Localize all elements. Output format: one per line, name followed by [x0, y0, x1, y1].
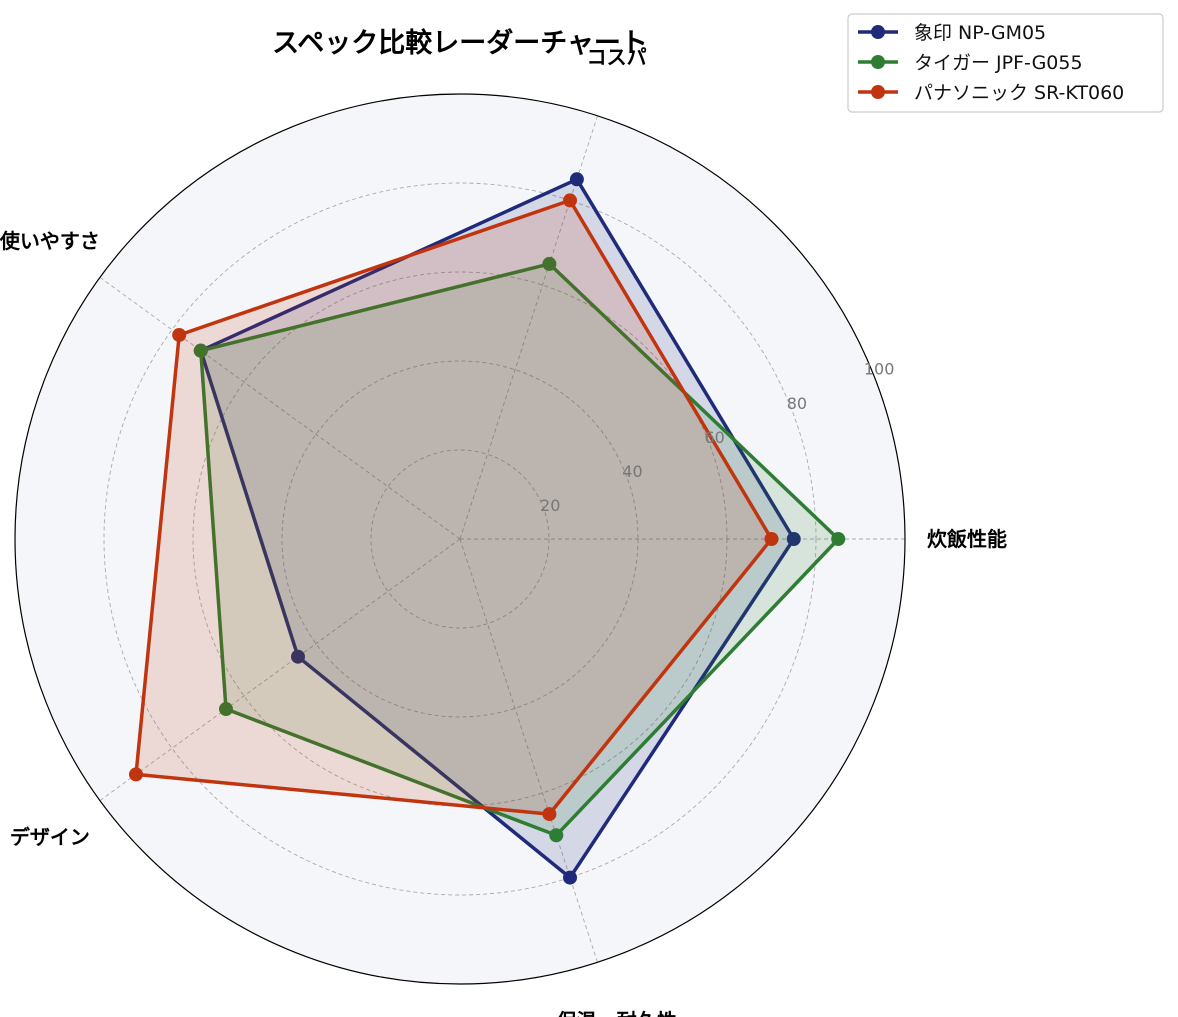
- series-layer: [128, 172, 846, 885]
- data-point: [193, 343, 208, 358]
- data-point: [128, 767, 143, 782]
- chart-title: スペック比較レーダーチャート: [272, 27, 648, 59]
- axis-label: 保温・耐久性: [556, 1009, 677, 1017]
- series-area: [136, 200, 772, 815]
- legend-marker: [871, 55, 885, 69]
- data-point: [764, 532, 779, 546]
- data-point: [542, 256, 557, 271]
- data-point: [786, 532, 801, 546]
- legend-label: 象印 NP-GM05: [914, 22, 1046, 44]
- outer-ring: [14, 93, 906, 985]
- grid: [99, 115, 905, 963]
- series-line: [199, 262, 841, 838]
- axis-label: 使いやすさ: [0, 229, 100, 253]
- legend-marker: [871, 85, 885, 99]
- data-point: [563, 193, 578, 208]
- radial-tick-labels: 20 40 60 80 100: [540, 360, 894, 515]
- data-point: [172, 327, 187, 342]
- data-point: [290, 649, 305, 664]
- axis-labels: 炊飯性能 コスパ使いやすさデザイン保温・耐久性: [0, 45, 1007, 1017]
- legend-label: タイガー JPF-G055: [914, 52, 1083, 74]
- data-point: [563, 870, 578, 885]
- grid-ring: [370, 449, 550, 629]
- series-line: [134, 198, 774, 816]
- data-point: [549, 828, 564, 843]
- series-line: [199, 177, 796, 880]
- tick-label: 20: [540, 496, 560, 515]
- tick-label: 40: [622, 462, 642, 481]
- axis-label: コスパ: [587, 45, 647, 69]
- legend: 象印 NP-GM05 タイガー JPF-G055 パナソニック SR-KT060: [847, 13, 1164, 113]
- legend-label: パナソニック SR-KT060: [914, 82, 1124, 104]
- axis-label: 炊飯性能: [927, 527, 1007, 551]
- series-area: [200, 263, 839, 836]
- tick-label: 80: [787, 394, 807, 413]
- data-point: [542, 807, 557, 822]
- legend-box: [847, 13, 1164, 113]
- grid-ring: [103, 182, 817, 896]
- legend-marker: [871, 25, 885, 39]
- data-point: [831, 532, 846, 546]
- tick-label: 100: [864, 360, 895, 379]
- axis-label: デザイン: [10, 825, 90, 849]
- data-point: [569, 172, 584, 187]
- data-point: [218, 702, 233, 717]
- tick-label: 60: [704, 428, 724, 447]
